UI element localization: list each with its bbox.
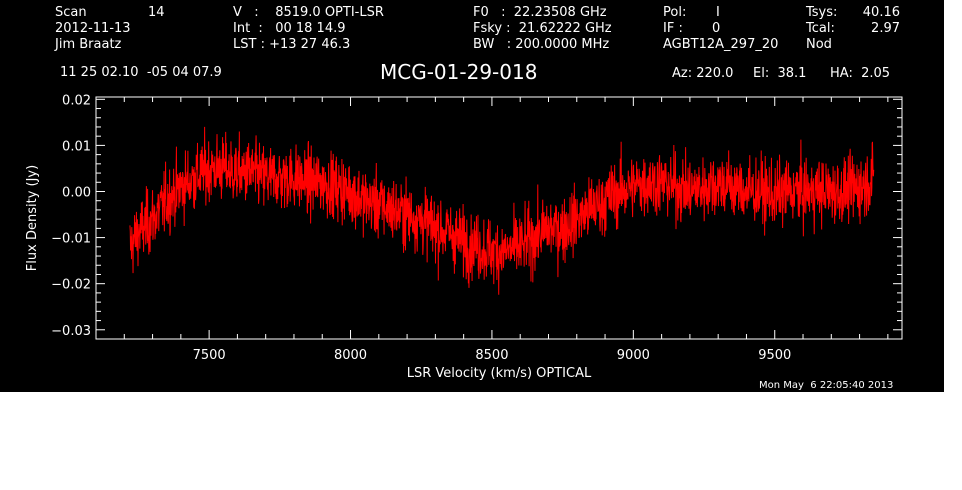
x-tick-label: 9000 xyxy=(617,348,650,363)
integration-readout: Int : 00 18 14.9 xyxy=(233,21,346,36)
y-tick-label: 0.00 xyxy=(62,185,91,200)
f0-readout: F0 : 22.23508 GHz xyxy=(473,5,607,20)
if-label: IF : xyxy=(663,21,683,36)
scan-label: Scan xyxy=(55,5,87,20)
plot-window: Scan 14 2012-11-13 Jim Braatz 11 25 02.1… xyxy=(0,0,944,392)
datestamp: Mon May 6 22:05:40 2013 xyxy=(759,380,894,391)
tsys-label: Tsys: xyxy=(806,5,838,20)
hour-angle-readout: HA: 2.05 xyxy=(830,66,891,81)
tsys-value: 40.16 xyxy=(862,5,900,20)
tcal-label: Tcal: xyxy=(806,21,835,36)
plot-frame xyxy=(95,96,903,340)
spectrum-trace-group xyxy=(129,126,875,295)
pol-label: Pol: xyxy=(663,5,687,20)
x-tick-label: 9500 xyxy=(758,348,791,363)
observer-name: Jim Braatz xyxy=(55,37,122,52)
project-id: AGBT12A_297_20 xyxy=(663,37,779,52)
observing-mode: Nod xyxy=(806,37,832,52)
pol-value: I xyxy=(716,5,720,20)
y-tick-label: −0.02 xyxy=(51,278,91,293)
x-tick-label: 8500 xyxy=(475,348,508,363)
x-tick-label: 7500 xyxy=(193,348,226,363)
source-coordinates: 11 25 02.10 -05 04 07.9 xyxy=(60,65,222,80)
azimuth-readout: Az: 220.0 xyxy=(672,66,734,81)
scan-value: 14 xyxy=(148,5,165,20)
tick-labels: 7500 8000 8500 9000 9500 −0.03 −0.02 −0.01 0.00 0… xyxy=(51,93,791,363)
y-tick-label: −0.01 xyxy=(51,232,91,247)
tcal-value: 2.97 xyxy=(871,21,900,36)
bandwidth-readout: BW : 200.0000 MHz xyxy=(473,37,610,52)
elevation-readout: El: 38.1 xyxy=(753,66,807,81)
if-value: 0 xyxy=(712,21,721,36)
y-tick-label: 0.02 xyxy=(62,93,91,108)
axis-ticks xyxy=(96,97,902,339)
y-tick-label: −0.03 xyxy=(51,324,91,339)
velocity-readout: V : 8519.0 OPTI-LSR xyxy=(233,5,384,20)
observation-date: 2012-11-13 xyxy=(55,21,131,36)
chart-title: MCG-01-29-018 xyxy=(380,60,538,84)
x-axis-label: LSR Velocity (km/s) OPTICAL xyxy=(407,366,592,381)
spectrum-chart: 7500 8000 8500 9000 9500 −0.03 −0.02 −0.01 0.00 0… xyxy=(25,93,903,381)
lst-readout: LST : +13 27 46.3 xyxy=(233,37,351,52)
y-tick-label: 0.01 xyxy=(62,139,91,154)
fsky-readout: Fsky : 21.62222 GHz xyxy=(473,21,612,36)
y-axis-label: Flux Density (Jy) xyxy=(25,165,40,271)
x-tick-label: 8000 xyxy=(334,348,367,363)
spectrum-trace xyxy=(129,126,875,295)
